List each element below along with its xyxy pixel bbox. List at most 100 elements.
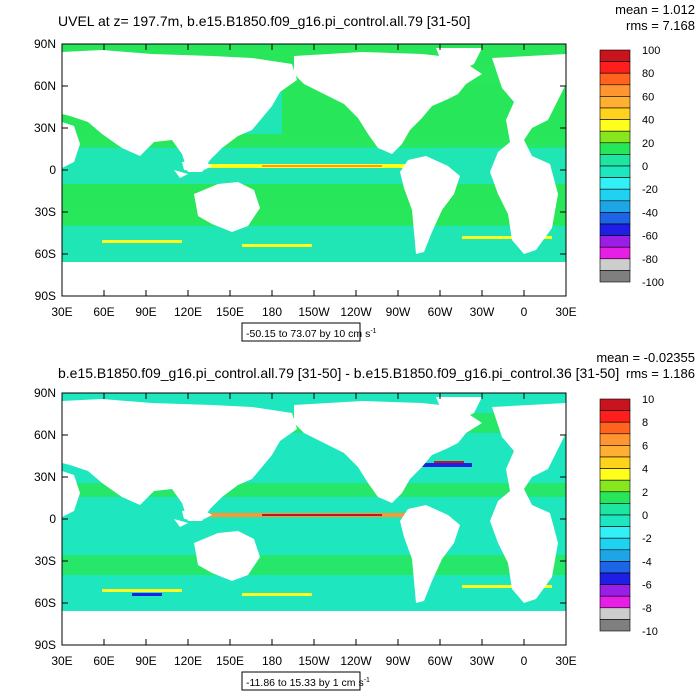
- lon-tick-label: 60W: [428, 654, 453, 668]
- colorbar-swatch: [599, 200, 631, 213]
- colorbar-swatch: [599, 410, 631, 423]
- colorbar-swatch: [599, 503, 631, 516]
- colorbar-swatch: [599, 235, 631, 248]
- colorbar-swatch: [599, 468, 631, 481]
- rms-stat: rms = 7.168: [626, 18, 695, 33]
- panel-title: b.e15.B1850.f09_g16.pi_control.all.79 [3…: [58, 365, 619, 381]
- lon-tick-label: 30E: [555, 654, 576, 668]
- map-field: [62, 393, 566, 645]
- colorbar-swatch: [599, 107, 631, 120]
- mean-stat: mean = 1.012: [615, 2, 695, 17]
- colorbar-label: 10: [642, 394, 654, 406]
- colorbar-swatch: [599, 258, 631, 271]
- lon-tick-label: 0: [521, 654, 528, 668]
- lat-tick-label: 30S: [35, 205, 56, 219]
- colorbar-label: 60: [642, 91, 654, 103]
- colorbar-swatch: [599, 177, 631, 190]
- colorbar-label: -10: [642, 626, 658, 638]
- colorbar-swatch: [599, 270, 631, 283]
- lat-tick-label: 30N: [34, 470, 56, 484]
- mean-stat: mean = -0.02355: [596, 350, 695, 365]
- lon-tick-label: 90W: [386, 654, 411, 668]
- lon-tick-label: 120E: [174, 305, 202, 319]
- lon-tick-label: 150E: [216, 305, 244, 319]
- lon-tick-label: 60E: [93, 654, 114, 668]
- lon-tick-label: 180: [262, 305, 282, 319]
- colorbar: 100 80 60 40 20 0 -20 -40 -60 -80 -100: [599, 45, 664, 289]
- colorbar-swatch: [599, 142, 631, 155]
- colorbar-label: 100: [642, 45, 660, 57]
- lon-tick-label: 120W: [340, 654, 372, 668]
- lon-tick-label: 90E: [135, 654, 156, 668]
- lon-tick-label: 120W: [340, 305, 372, 319]
- lon-tick-label: 180: [262, 654, 282, 668]
- contour-range-label: -11.86 to 15.33 by 1 cm s-1: [246, 677, 370, 689]
- lon-tick-label: 60E: [93, 305, 114, 319]
- colorbar-swatch: [599, 223, 631, 236]
- colorbar-swatch: [599, 526, 631, 539]
- colorbar-label: 40: [642, 115, 654, 127]
- colorbar-label: 80: [642, 68, 654, 80]
- colorbar-label: -80: [642, 254, 658, 266]
- colorbar-label: 8: [642, 417, 648, 429]
- lat-tick-label: 60S: [35, 247, 56, 261]
- contour-range-box: -50.15 to 73.07 by 10 cm s-1: [241, 322, 377, 342]
- colorbar-swatch: [599, 212, 631, 225]
- colorbar-swatch: [599, 72, 631, 86]
- colorbar-label: 0: [642, 510, 648, 522]
- rms-stat: rms = 1.186: [626, 366, 695, 381]
- lat-tick-label: 30S: [35, 554, 56, 568]
- lat-tick-label: 60N: [34, 79, 56, 93]
- panel-bottom: b.e15.B1850.f09_g16.pi_control.all.79 [3…: [34, 350, 695, 691]
- lon-tick-label: 30E: [555, 305, 576, 319]
- colorbar-swatch: [599, 246, 631, 260]
- colorbar-label: 20: [642, 138, 654, 150]
- colorbar-swatch: [599, 119, 631, 132]
- lon-tick-label: 120E: [174, 654, 202, 668]
- colorbar-swatch: [599, 445, 631, 458]
- lat-tick-label: 30N: [34, 121, 56, 135]
- lon-tick-label: 30E: [51, 305, 72, 319]
- colorbar-label: -6: [642, 580, 652, 592]
- lat-tick-label: 0: [49, 512, 56, 526]
- lat-tick-label: 90S: [35, 289, 56, 303]
- colorbar-swatch: [599, 398, 631, 411]
- colorbar-swatch: [599, 165, 631, 178]
- colorbar-label: -4: [642, 556, 652, 568]
- colorbar-swatch: [599, 607, 631, 620]
- colorbar-swatch: [599, 595, 631, 609]
- lon-tick-label: 30E: [51, 654, 72, 668]
- lon-tick-label: 150W: [298, 654, 330, 668]
- colorbar-swatch: [599, 130, 631, 144]
- colorbar-swatch: [599, 456, 631, 469]
- colorbar-swatch: [599, 479, 631, 493]
- lon-tick-label: 0: [521, 305, 528, 319]
- colorbar-swatch: [599, 433, 631, 446]
- lon-tick-label: 90W: [386, 305, 411, 319]
- lat-tick-label: 90S: [35, 638, 56, 652]
- lon-tick-label: 30W: [470, 654, 495, 668]
- colorbar-swatch: [599, 549, 631, 562]
- colorbar-swatch: [599, 96, 631, 109]
- colorbar-label: 6: [642, 440, 648, 452]
- colorbar-swatch: [599, 584, 631, 597]
- colorbar-swatch: [599, 619, 631, 632]
- lat-tick-label: 0: [49, 163, 56, 177]
- colorbar-swatch: [599, 561, 631, 574]
- lat-tick-label: 60N: [34, 428, 56, 442]
- colorbar-swatch: [599, 514, 631, 527]
- lon-tick-label: 90E: [135, 305, 156, 319]
- colorbar-swatch: [599, 421, 631, 435]
- lat-tick-label: 90N: [34, 37, 56, 51]
- lon-tick-label: 150E: [216, 654, 244, 668]
- panel-top: UVEL at z= 197.7m, b.e15.B1850.f09_g16.p…: [34, 2, 695, 342]
- lon-tick-label: 30W: [470, 305, 495, 319]
- map-field: [62, 44, 566, 296]
- colorbar-label: 4: [642, 464, 648, 476]
- colorbar-label: 2: [642, 487, 648, 499]
- contour-range-label: -50.15 to 73.07 by 10 cm s-1: [246, 328, 377, 340]
- colorbar-label: -100: [642, 277, 664, 289]
- colorbar-label: -20: [642, 184, 658, 196]
- colorbar-swatch: [599, 154, 631, 167]
- contour-range-box: -11.86 to 15.33 by 1 cm s-1: [241, 671, 370, 691]
